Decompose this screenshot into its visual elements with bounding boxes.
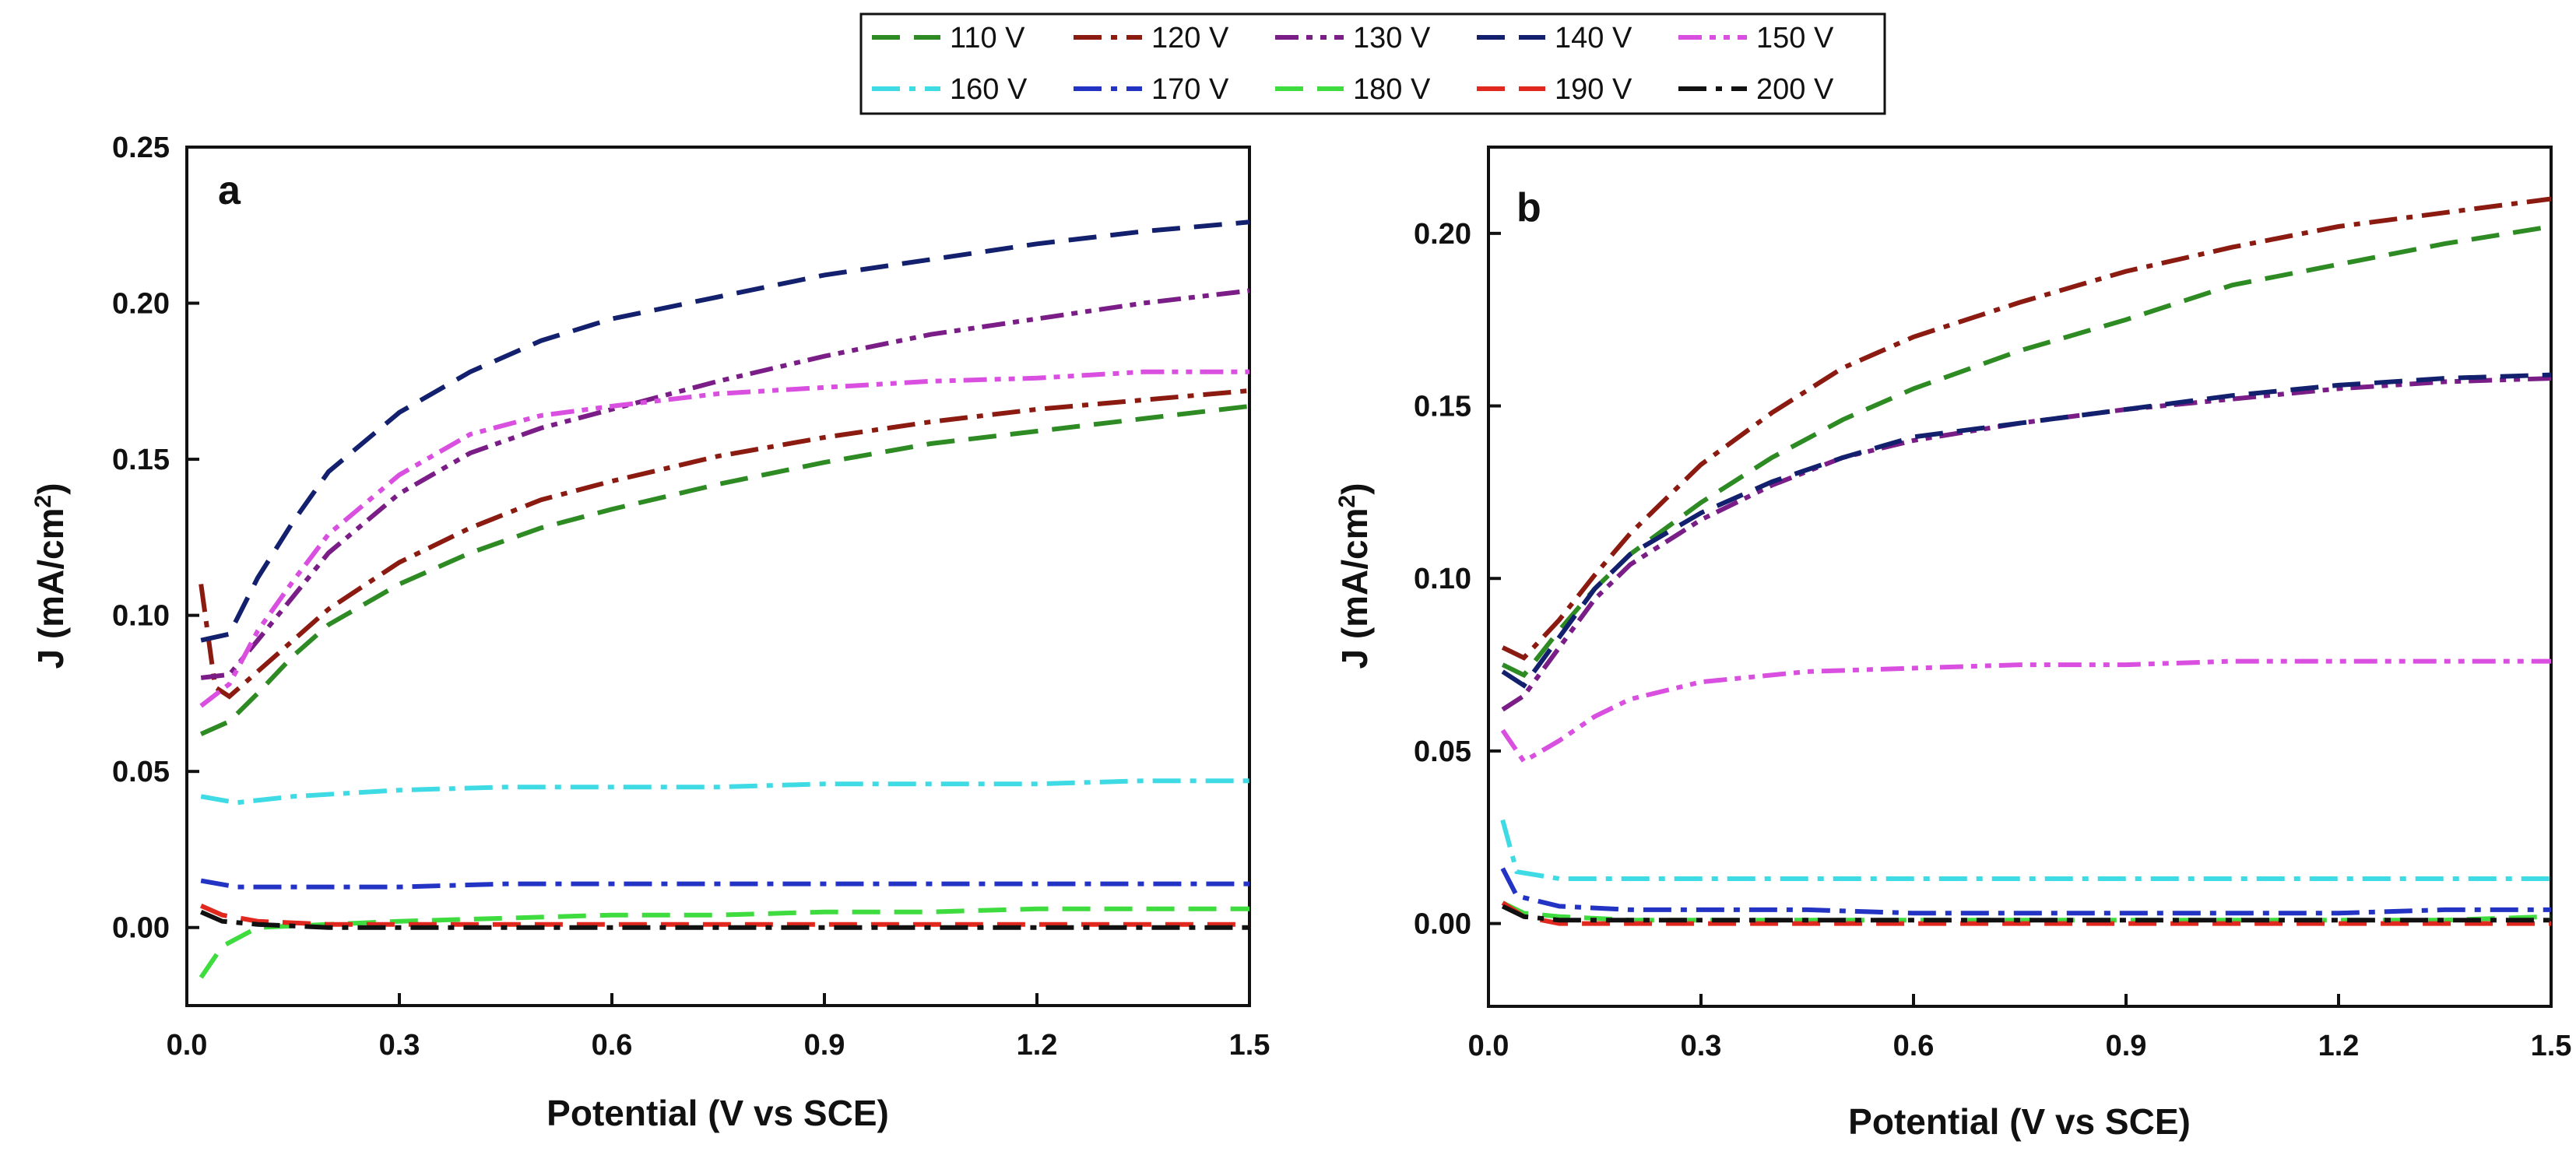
panel-a: 0.0 0.3 0.6 0.9 1.2 1.5 0.00 0.05 0.10 0.15 0.20 0.… [30, 132, 1270, 1133]
legend-entries: 110 V 120 V 130 V 140 V 150 V 160 V 170 V 180 V… [872, 22, 1834, 106]
panel-b-series-130-v [1501, 376, 2552, 712]
panel-a-ytick-label: 0.10 [112, 600, 170, 633]
legend-label-140-v: 140 V [1555, 22, 1632, 54]
legend-label-120-v: 120 V [1151, 22, 1229, 54]
panel-a-ytick-label: 0.20 [112, 288, 170, 321]
panel-a-ytick-label: 0.05 [112, 756, 170, 788]
panel-a-series-180-v [199, 906, 1249, 979]
panel-a-series-160-v [200, 778, 1249, 806]
panel-a-xtick-label: 1.2 [1017, 1029, 1058, 1062]
legend-box [859, 12, 1886, 115]
panel-b-xtick-label: 0.3 [1681, 1030, 1722, 1062]
panel-b-xtick-label: 1.5 [2531, 1030, 2572, 1062]
panel-a-ytick-label: 0.25 [112, 132, 170, 164]
panel-b-series-160-v [1500, 819, 2551, 881]
panel-b-frame [1487, 146, 2553, 1008]
panel-b-series-190-v [1501, 900, 2551, 926]
panel-a-xtick-label: 0.6 [592, 1029, 633, 1062]
legend-label-130-v: 130 V [1353, 22, 1431, 54]
panel-b-series-140-v [1501, 372, 2552, 689]
panel-b-series-170-v [1500, 867, 2551, 916]
panel-a-series-200-v [199, 909, 1249, 930]
panel-a-ytick-label: 0.15 [112, 444, 170, 476]
panel-b-ytick-label: 0.05 [1414, 735, 1471, 768]
panel-b-series [1500, 196, 2552, 926]
panel-a-ytick-label: 0.00 [112, 912, 170, 945]
panel-a-series-130-v [200, 288, 1250, 680]
panel-a-series-170-v [200, 878, 1249, 890]
panel-b-ylabel-sup: 2 [1334, 495, 1360, 508]
panel-a-series-190-v [199, 903, 1249, 927]
panel-b-ylabel-main: J (mA/cm [1334, 507, 1375, 669]
panel-a-series-150-v [199, 369, 1249, 708]
legend-label-180-v: 180 V [1353, 73, 1431, 106]
panel-a-ylabel-sup: 2 [30, 495, 56, 508]
panel-b-label: b [1516, 185, 1541, 230]
panel-a-frame [185, 146, 1251, 1007]
panel-a-xtick-label: 0.9 [804, 1029, 845, 1062]
panel-b-ytick-label: 0.00 [1414, 908, 1471, 941]
panel-a-series-120-v [199, 388, 1250, 700]
panel-b-series-200-v [1501, 904, 2551, 923]
panel-a-series-110-v [199, 403, 1250, 736]
panel-a-ylabel-main: J (mA/cm [30, 507, 71, 669]
panel-b-ytick-label: 0.15 [1414, 391, 1471, 423]
panel-b-ticks: 0.0 0.3 0.6 0.9 1.2 1.5 0.00 0.05 0.10 0.15 0.20 [1414, 218, 2571, 1062]
panel-a-series [199, 219, 1250, 979]
legend-label-170-v: 170 V [1151, 73, 1229, 106]
panel-b-series-150-v [1500, 658, 2551, 765]
panel-b-xtick-label: 0.9 [2106, 1030, 2147, 1062]
legend: 110 V 120 V 130 V 140 V 150 V 160 V 170 V 180 V… [859, 12, 1886, 115]
legend-label-150-v: 150 V [1756, 22, 1834, 54]
panel-b: 0.0 0.3 0.6 0.9 1.2 1.5 0.00 0.05 0.10 0.15 0.20 b… [1334, 146, 2571, 1142]
panel-a-label: a [218, 168, 241, 213]
panel-b-series-110-v [1501, 224, 2552, 679]
panel-b-xtick-label: 1.2 [2318, 1030, 2360, 1062]
panel-b-xlabel: Potential (V vs SCE) [1848, 1101, 2191, 1142]
legend-label-160-v: 160 V [950, 73, 1028, 106]
panel-a-ylabel: J (mA/cm2) [30, 483, 72, 669]
panel-a-ticks: 0.0 0.3 0.6 0.9 1.2 1.5 0.00 0.05 0.10 0.15 0.20 0.… [112, 132, 1270, 1062]
panel-b-xtick-label: 0.0 [1468, 1030, 1509, 1062]
panel-b-xtick-label: 0.6 [1893, 1030, 1935, 1062]
panel-a-xtick-label: 0.3 [379, 1029, 420, 1062]
legend-label-190-v: 190 V [1555, 73, 1632, 106]
panel-a-xtick-label: 1.5 [1229, 1029, 1270, 1062]
panel-a-xtick-label: 0.0 [167, 1029, 208, 1062]
panel-b-series-120-v [1501, 196, 2552, 661]
panel-a-xlabel: Potential (V vs SCE) [546, 1093, 889, 1133]
panel-a-ylabel-close: ) [30, 483, 71, 494]
panel-a-series-140-v [200, 219, 1250, 643]
panel-b-series-180-v [1501, 900, 2552, 923]
legend-label-110-v: 110 V [950, 22, 1025, 54]
panel-b-ytick-label: 0.20 [1414, 218, 1471, 251]
panel-b-ytick-label: 0.10 [1414, 563, 1471, 595]
panel-b-ylabel: J (mA/cm2) [1334, 483, 1376, 669]
panel-b-ylabel-close: ) [1334, 483, 1375, 494]
legend-label-200-v: 200 V [1756, 73, 1834, 106]
